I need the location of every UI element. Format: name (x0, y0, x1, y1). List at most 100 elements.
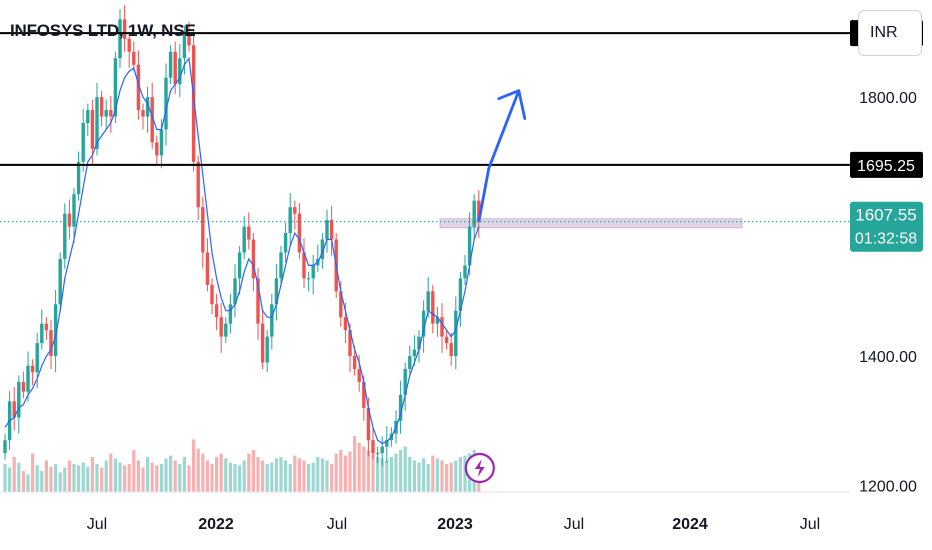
volume-bar (247, 453, 251, 492)
volume-bar (12, 457, 16, 492)
volume-bar (330, 464, 334, 492)
candle-body (21, 381, 26, 392)
candle (242, 216, 246, 259)
candle-body (17, 381, 21, 418)
candle-body (293, 207, 297, 214)
volume-bar (123, 465, 127, 492)
volume-bar (173, 460, 177, 492)
volume-bar (380, 458, 384, 492)
candle-body (279, 252, 283, 279)
volume-bar (422, 458, 426, 492)
volume-bar (109, 453, 113, 492)
volume-bar (196, 448, 200, 492)
candle (265, 330, 269, 373)
volume-bar (316, 457, 320, 492)
volume-bar (251, 450, 255, 492)
candle (67, 199, 72, 240)
candle-body (440, 317, 444, 337)
candle (380, 436, 384, 467)
candle (449, 332, 453, 366)
candle-body (320, 239, 325, 259)
candle-body (168, 51, 173, 78)
candle-body (127, 38, 131, 52)
candle (444, 330, 449, 350)
volume-bar (118, 462, 122, 492)
volume-bar (307, 464, 311, 492)
volume-bar (228, 462, 232, 492)
candle (86, 103, 90, 136)
volume-bar (49, 466, 53, 492)
candle-body (311, 265, 315, 279)
volume-bar (63, 467, 67, 492)
candle-body (191, 45, 196, 162)
candle-body (44, 323, 49, 331)
volume-bar (261, 460, 265, 492)
candle (12, 387, 16, 431)
candle (196, 155, 200, 221)
volume-bar (357, 443, 361, 492)
candle-body (454, 310, 458, 357)
volume-bar (362, 446, 366, 492)
candle-body (380, 446, 384, 454)
candle-body (435, 317, 440, 324)
candle-body (339, 291, 343, 318)
volume-bar (242, 460, 246, 492)
volume-bar (54, 464, 58, 492)
volume-bar (81, 462, 85, 492)
volume-bar (403, 446, 407, 492)
candle-body (237, 252, 242, 279)
candle-body (205, 252, 210, 285)
volume-bar (35, 465, 39, 492)
chart-title: INFOSYS LTD, 1W, NSE (10, 21, 196, 40)
volume-bar (146, 457, 150, 492)
volume-bar (389, 457, 393, 492)
candle (122, 5, 127, 52)
candle (118, 9, 122, 68)
candle (270, 293, 274, 350)
volume-bar (26, 474, 30, 492)
volume-bar (270, 462, 274, 492)
flash-event-icon[interactable] (464, 452, 495, 484)
x-axis-tick-label: Jul (87, 516, 107, 533)
candle-body (348, 330, 352, 357)
candle (329, 205, 334, 256)
candle-body (113, 58, 118, 117)
volume-bar (293, 455, 297, 492)
volume-bar (454, 460, 458, 492)
volume-bar (458, 457, 462, 492)
candle-body (256, 278, 260, 324)
volume-bar (435, 458, 439, 492)
volume-bar (431, 455, 435, 492)
candle (371, 425, 375, 460)
volume-bar (284, 460, 288, 492)
candle-body (417, 336, 421, 350)
candle (398, 380, 403, 434)
candle-body (297, 213, 302, 253)
candle-body (463, 265, 467, 279)
volume-bar (192, 439, 196, 492)
x-axis-tick-label: 2024 (672, 516, 708, 533)
candle (72, 187, 76, 243)
candle-body (421, 310, 426, 337)
volume-bar (58, 472, 62, 492)
volume-bar (376, 457, 380, 492)
x-axis-tick-label: 2022 (198, 516, 234, 533)
candle-body (398, 394, 403, 421)
candle-body (362, 381, 366, 408)
candle (256, 268, 260, 340)
candle-body (352, 356, 357, 369)
candle-body (159, 129, 164, 156)
volume-bar (353, 436, 357, 492)
volume-bar (348, 451, 352, 492)
currency-selector[interactable]: INR (858, 10, 922, 56)
candle (412, 335, 417, 366)
candle-body (49, 330, 53, 357)
candle (440, 302, 444, 353)
volume-bar (100, 467, 104, 492)
volume-bar (159, 464, 163, 492)
projection-arrow[interactable] (477, 90, 521, 222)
candle (210, 278, 214, 314)
volume-bar (302, 460, 306, 492)
